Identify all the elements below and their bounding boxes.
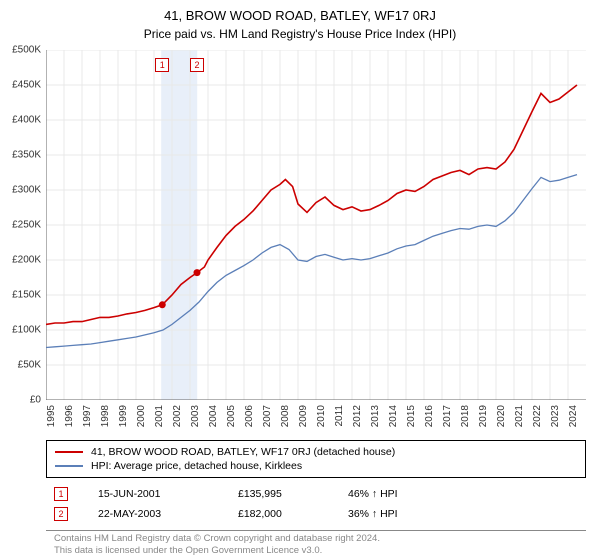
chart-title: 41, BROW WOOD ROAD, BATLEY, WF17 0RJ: [0, 0, 600, 23]
footer-line-2: This data is licensed under the Open Gov…: [54, 545, 578, 557]
footer-attribution: Contains HM Land Registry data © Crown c…: [46, 530, 586, 558]
y-axis-label: £300K: [12, 185, 41, 196]
x-axis-label: 2010: [316, 405, 327, 427]
x-axis-label: 2001: [154, 405, 165, 427]
chart-area: £0£50K£100K£150K£200K£250K£300K£350K£400…: [46, 50, 586, 400]
x-axis-label: 2005: [226, 405, 237, 427]
legend-box: 41, BROW WOOD ROAD, BATLEY, WF17 0RJ (de…: [46, 440, 586, 478]
transaction-table: 1 15-JUN-2001 £135,995 46% ↑ HPI 2 22-MAY-200…: [46, 484, 586, 524]
y-axis-label: £0: [30, 395, 41, 406]
transaction-marker: 1: [54, 487, 68, 501]
x-axis-label: 2020: [496, 405, 507, 427]
x-axis-label: 2004: [208, 405, 219, 427]
x-axis-label: 2007: [262, 405, 273, 427]
x-axis-label: 2017: [442, 405, 453, 427]
y-axis-label: £50K: [18, 360, 41, 371]
y-axis-label: £500K: [12, 45, 41, 56]
x-axis-label: 2019: [478, 405, 489, 427]
x-axis-label: 2022: [532, 405, 543, 427]
x-axis-label: 1999: [118, 405, 129, 427]
legend-item: 41, BROW WOOD ROAD, BATLEY, WF17 0RJ (de…: [55, 445, 577, 459]
y-axis-label: £350K: [12, 150, 41, 161]
x-axis-label: 2013: [370, 405, 381, 427]
legend-label: HPI: Average price, detached house, Kirk…: [91, 460, 302, 472]
x-axis-label: 2000: [136, 405, 147, 427]
x-axis-label: 2009: [298, 405, 309, 427]
y-axis-label: £400K: [12, 115, 41, 126]
legend-swatch: [55, 451, 83, 453]
x-axis-label: 2003: [190, 405, 201, 427]
x-axis-label: 2016: [424, 405, 435, 427]
y-axis-label: £450K: [12, 80, 41, 91]
y-axis-label: £200K: [12, 255, 41, 266]
marker-label-1: 1: [155, 58, 169, 72]
footer-line-1: Contains HM Land Registry data © Crown c…: [54, 533, 578, 545]
x-axis-label: 2008: [280, 405, 291, 427]
transaction-pct: 46% ↑ HPI: [348, 488, 448, 500]
x-axis-label: 2023: [550, 405, 561, 427]
marker-label-2: 2: [190, 58, 204, 72]
chart-container: 41, BROW WOOD ROAD, BATLEY, WF17 0RJ Pri…: [0, 0, 600, 560]
x-axis-label: 2011: [334, 405, 345, 427]
legend-item: HPI: Average price, detached house, Kirk…: [55, 459, 577, 473]
x-axis-label: 2024: [568, 405, 579, 427]
transaction-date: 15-JUN-2001: [98, 488, 208, 500]
legend-label: 41, BROW WOOD ROAD, BATLEY, WF17 0RJ (de…: [91, 446, 395, 458]
x-axis-label: 2014: [388, 405, 399, 427]
transaction-row: 2 22-MAY-2003 £182,000 36% ↑ HPI: [46, 504, 586, 524]
transaction-date: 22-MAY-2003: [98, 508, 208, 520]
x-axis-label: 1995: [46, 405, 57, 427]
transaction-marker: 2: [54, 507, 68, 521]
transaction-row: 1 15-JUN-2001 £135,995 46% ↑ HPI: [46, 484, 586, 504]
y-axis-label: £250K: [12, 220, 41, 231]
transaction-price: £135,995: [238, 488, 318, 500]
chart-subtitle: Price paid vs. HM Land Registry's House …: [0, 23, 600, 41]
legend-swatch: [55, 465, 83, 467]
transaction-pct: 36% ↑ HPI: [348, 508, 448, 520]
x-axis-label: 2012: [352, 405, 363, 427]
transaction-price: £182,000: [238, 508, 318, 520]
x-axis-label: 2018: [460, 405, 471, 427]
y-axis-label: £150K: [12, 290, 41, 301]
x-axis-label: 2021: [514, 405, 525, 427]
x-axis-label: 2002: [172, 405, 183, 427]
x-axis-label: 1998: [100, 405, 111, 427]
y-axis-label: £100K: [12, 325, 41, 336]
x-axis-label: 2015: [406, 405, 417, 427]
x-axis-label: 1997: [82, 405, 93, 427]
line-chart-svg: [46, 50, 586, 400]
x-axis-label: 1996: [64, 405, 75, 427]
x-axis-label: 2006: [244, 405, 255, 427]
